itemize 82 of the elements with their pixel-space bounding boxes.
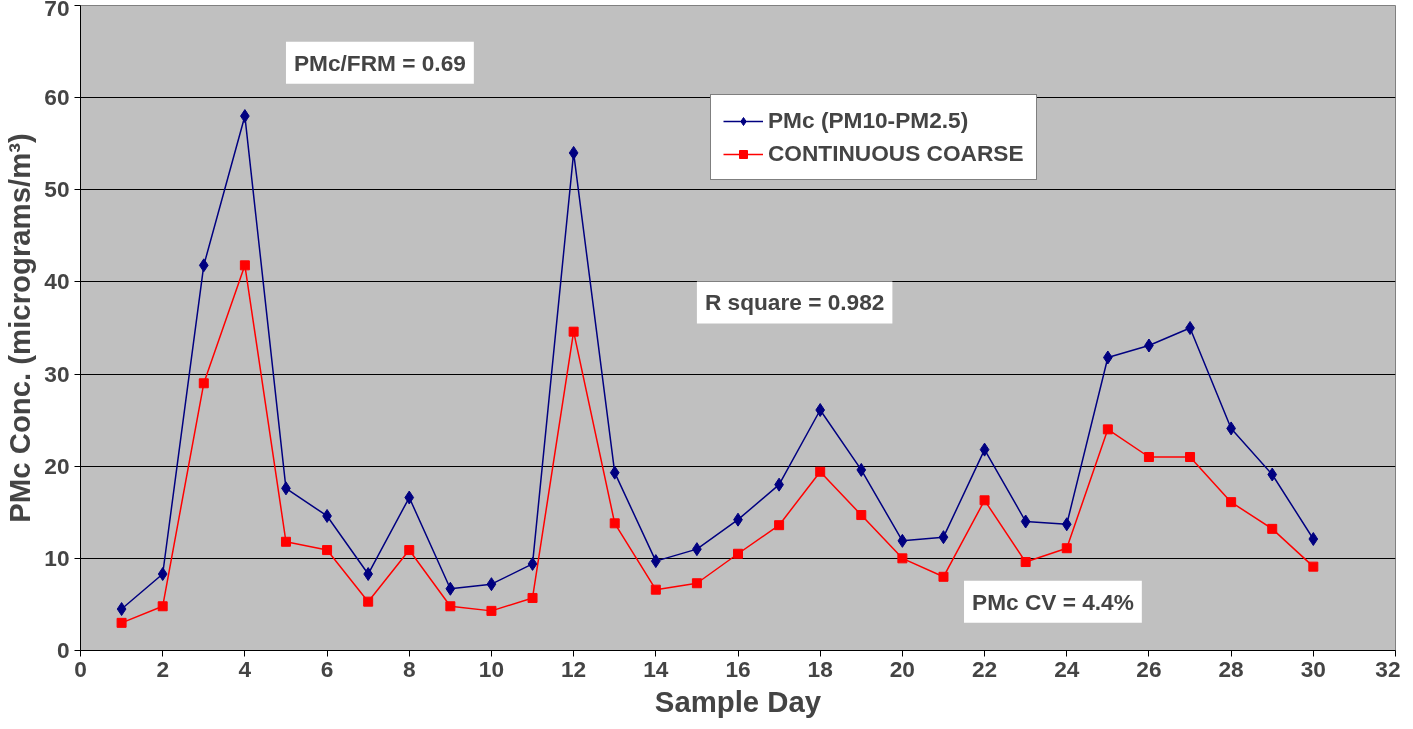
point — [650, 554, 661, 569]
point — [1061, 543, 1072, 554]
annotation: R square = 0.982 — [704, 289, 885, 316]
point — [527, 556, 538, 571]
point — [157, 601, 168, 612]
point — [1308, 532, 1319, 547]
point — [650, 584, 661, 595]
point — [486, 577, 497, 592]
x-tick-label: 22 — [971, 655, 998, 682]
y-axis-title: PMc Conc. (micrograms/m³) — [3, 133, 37, 523]
annotation: PMc CV = 4.4% — [972, 588, 1134, 615]
x-tick-label: 24 — [1054, 655, 1080, 682]
x-axis-title: Sample Day — [654, 684, 822, 718]
x-tick-label: 16 — [725, 655, 751, 682]
point — [774, 520, 785, 531]
x-tick-label: 10 — [478, 655, 505, 682]
annotation: PMc/FRM = 0.69 — [293, 49, 466, 76]
point — [116, 602, 127, 617]
point — [486, 605, 497, 616]
x-tick-label: 20 — [889, 655, 915, 682]
x-tick-label: 6 — [320, 655, 334, 682]
y-tick-label: 30 — [44, 360, 70, 387]
x-tick-label: 14 — [643, 655, 669, 682]
point — [568, 145, 579, 160]
point — [691, 578, 702, 589]
point — [609, 518, 620, 529]
x-tick-label: 32 — [1375, 655, 1401, 682]
point — [1020, 557, 1031, 568]
point — [404, 545, 415, 556]
point — [1267, 523, 1278, 534]
point — [856, 462, 867, 477]
point — [609, 465, 620, 480]
point — [979, 495, 990, 506]
point — [1267, 467, 1278, 482]
point — [1226, 497, 1237, 508]
point — [1020, 514, 1031, 529]
point — [856, 510, 867, 521]
point — [280, 536, 291, 547]
x-tick-label: 12 — [561, 655, 587, 682]
point — [897, 553, 908, 564]
y-tick-label: 70 — [44, 0, 70, 21]
point — [322, 545, 333, 556]
point — [815, 466, 826, 477]
point — [1143, 452, 1154, 462]
point — [1308, 561, 1319, 572]
point — [979, 442, 990, 457]
point — [116, 617, 127, 628]
point — [157, 567, 168, 582]
x-tick-label: 4 — [238, 655, 252, 682]
point — [527, 592, 538, 603]
point — [938, 571, 949, 582]
point — [445, 581, 456, 596]
y-tick-label: 40 — [44, 268, 70, 295]
y-tick-label: 0 — [56, 637, 70, 663]
point — [198, 378, 209, 389]
point — [239, 260, 250, 271]
point — [938, 530, 949, 545]
point — [363, 596, 374, 607]
point — [1185, 321, 1195, 335]
x-tick-label: 8 — [402, 655, 416, 682]
y-tick-label: 10 — [44, 544, 70, 571]
point — [1102, 424, 1113, 435]
point — [1185, 452, 1196, 462]
x-tick-label: 0 — [74, 655, 87, 682]
x-tick-label: 28 — [1218, 655, 1244, 682]
point — [568, 326, 579, 337]
legend-label: CONTINUOUS COARSE — [768, 140, 1024, 167]
point — [1061, 517, 1072, 532]
point — [404, 490, 415, 505]
point — [733, 548, 743, 559]
point — [897, 533, 908, 548]
y-tick-label: 60 — [44, 84, 70, 111]
x-tick-label: 26 — [1136, 655, 1162, 682]
point — [445, 601, 456, 612]
point — [815, 403, 826, 418]
legend-label: PMc (PM10-PM2.5) — [768, 107, 969, 134]
x-tick-label: 30 — [1300, 655, 1326, 682]
x-tick-label: 18 — [807, 655, 833, 682]
point — [198, 258, 209, 273]
y-tick-label: 50 — [44, 176, 70, 203]
y-tick-label: 20 — [44, 452, 70, 479]
x-tick-label: 2 — [156, 655, 169, 682]
